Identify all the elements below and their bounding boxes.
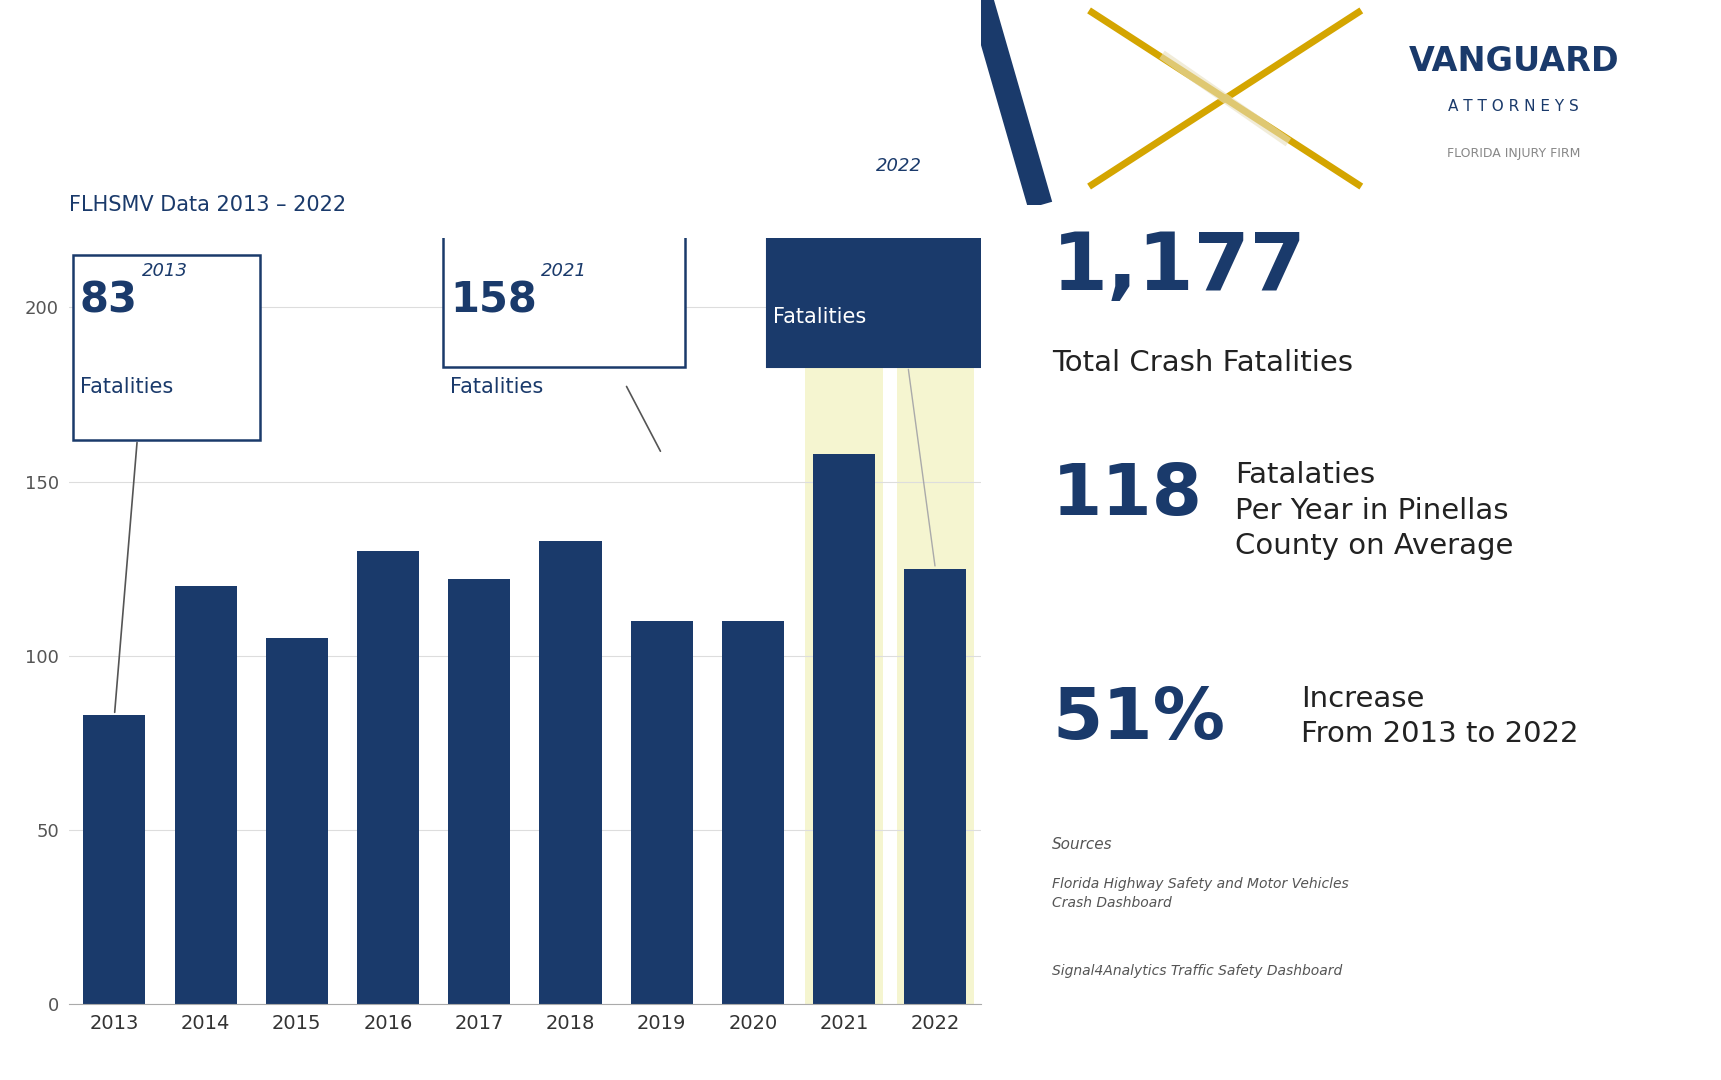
Text: 158: 158 xyxy=(451,280,537,322)
Text: 2022: 2022 xyxy=(876,158,922,175)
Text: FLORIDA INJURY FIRM: FLORIDA INJURY FIRM xyxy=(1447,147,1580,161)
Text: Increase
From 2013 to 2022: Increase From 2013 to 2022 xyxy=(1301,685,1578,748)
Bar xyxy=(539,541,602,1004)
Text: in Pinellas County: in Pinellas County xyxy=(40,148,573,200)
Text: Annual Crash Fatalities: Annual Crash Fatalities xyxy=(40,57,728,109)
Bar xyxy=(805,238,883,1004)
Text: Sources: Sources xyxy=(1052,837,1113,851)
Text: 2013: 2013 xyxy=(141,262,188,280)
Text: A T T O R N E Y S: A T T O R N E Y S xyxy=(1449,99,1580,114)
Bar xyxy=(812,454,876,1004)
FancyBboxPatch shape xyxy=(766,167,1026,366)
Text: Florida Highway Safety and Motor Vehicles
Crash Dashboard: Florida Highway Safety and Motor Vehicle… xyxy=(1052,877,1349,910)
Text: 125: 125 xyxy=(773,189,871,233)
Text: Total Crash Fatalities: Total Crash Fatalities xyxy=(1052,349,1353,377)
FancyBboxPatch shape xyxy=(442,181,685,366)
Bar xyxy=(447,579,511,1004)
Bar xyxy=(897,238,974,1004)
Text: 51%: 51% xyxy=(1052,685,1225,754)
Bar xyxy=(174,586,237,1004)
Text: Fatalities: Fatalities xyxy=(773,308,866,327)
Bar xyxy=(630,621,694,1004)
Bar xyxy=(356,551,420,1004)
Text: Fatalities: Fatalities xyxy=(451,377,544,397)
Bar xyxy=(904,569,967,1004)
Text: 2021: 2021 xyxy=(540,262,587,280)
Text: Fatalaties
Per Year in Pinellas
County on Average: Fatalaties Per Year in Pinellas County o… xyxy=(1236,461,1514,561)
Text: 118: 118 xyxy=(1052,461,1203,530)
Bar xyxy=(265,638,329,1004)
Text: 83: 83 xyxy=(79,280,138,322)
Text: VANGUARD: VANGUARD xyxy=(1408,45,1619,78)
Text: Fatalities: Fatalities xyxy=(79,377,174,397)
Bar xyxy=(83,715,146,1004)
Text: FLHSMV Data 2013 – 2022: FLHSMV Data 2013 – 2022 xyxy=(69,194,346,215)
Bar xyxy=(721,621,785,1004)
Text: Signal4Analytics Traffic Safety Dashboard: Signal4Analytics Traffic Safety Dashboar… xyxy=(1052,964,1342,978)
FancyBboxPatch shape xyxy=(74,255,260,440)
Text: 1,177: 1,177 xyxy=(1052,229,1306,307)
